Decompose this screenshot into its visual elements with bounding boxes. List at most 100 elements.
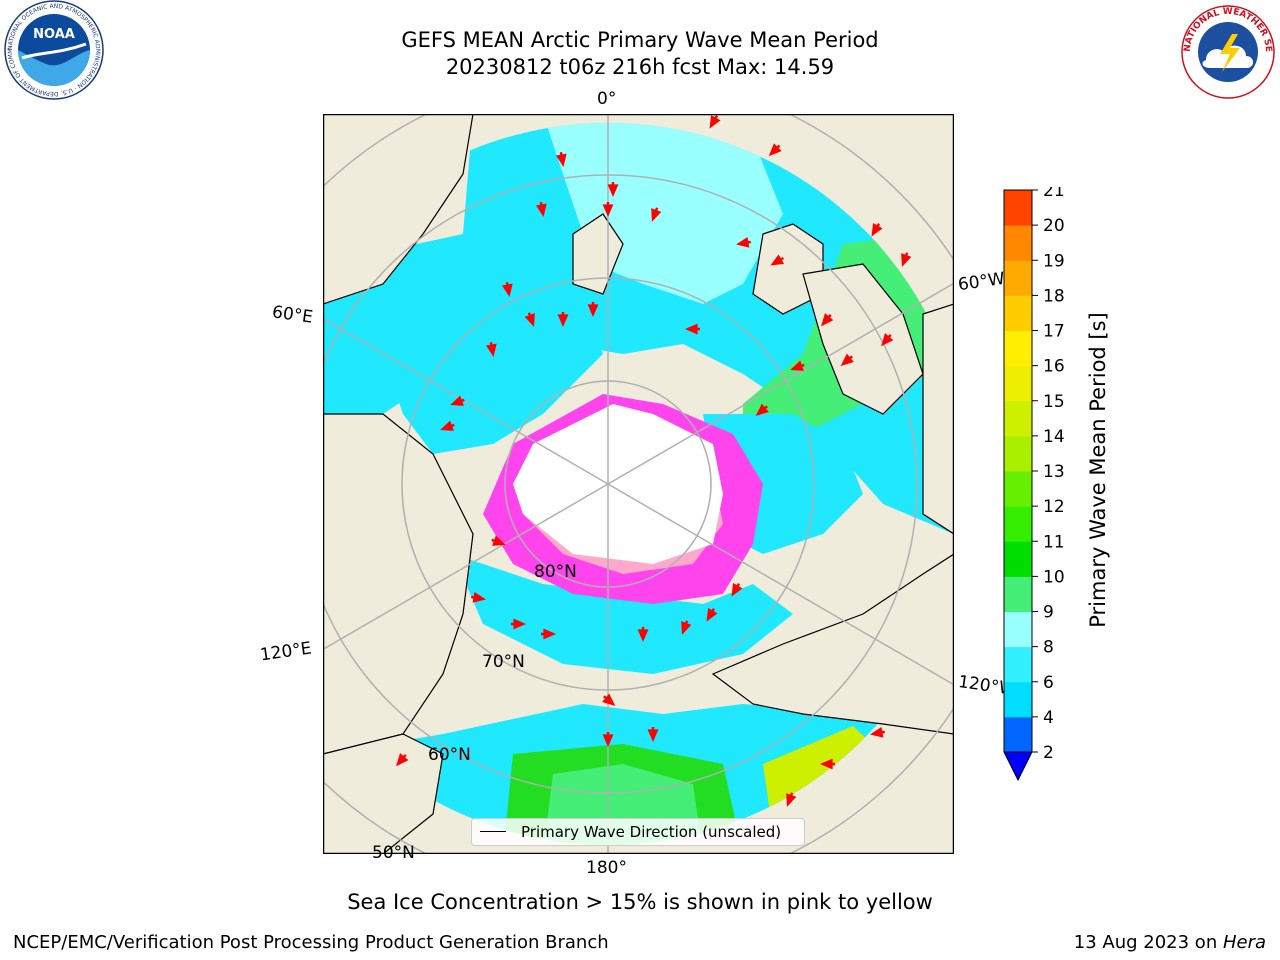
colorbar-band [1004, 365, 1032, 402]
colorbar-band [1004, 541, 1032, 577]
wave-direction-arrow-icon [637, 626, 649, 643]
wave-direction-arrow-icon [535, 201, 547, 218]
meridian-120e [323, 483, 609, 651]
wave-direction-arrow-icon [819, 758, 836, 770]
colorbar-band [1004, 506, 1032, 542]
colorbar: 2 4 6 8 9 10 11 12 13 14 15 16 17 18 19 20 21 [1003, 187, 1065, 782]
wave-direction-arrow-icon [555, 151, 567, 168]
colorbar-band [1004, 646, 1032, 683]
colorbar-under-triangle [1003, 751, 1033, 782]
wave-direction-arrows [396, 114, 912, 807]
wave-direction-arrow-icon [524, 312, 535, 327]
colorbar-tick-label: 15 [1043, 392, 1065, 412]
noaa-logo-icon: NATIONAL OCEANIC AND ATMOSPHERIC ADMINIS… [0, 0, 104, 100]
wave-direction-arrow-icon [901, 252, 912, 267]
footer-credit: NCEP/EMC/Verification Post Processing Pr… [13, 932, 609, 953]
wave-direction-arrow-icon [501, 281, 513, 298]
wave-direction-arrow-icon [540, 628, 557, 640]
wave-direction-arrow-icon [821, 313, 834, 327]
colorbar-band [1004, 190, 1032, 226]
colorbar-tick-label: 14 [1043, 427, 1065, 447]
wave-direction-arrow-icon [684, 323, 701, 335]
lon-label-180: 180° [586, 858, 627, 878]
wave-direction-arrow-icon [651, 207, 662, 222]
colorbar-band [1004, 611, 1032, 648]
wave-direction-arrow-icon [786, 792, 797, 807]
colorbar-tick-label: 10 [1043, 567, 1065, 587]
footer-date-text: 13 Aug 2023 on [1073, 932, 1223, 953]
colorbar-label: Primary Wave Mean Period [s] [1086, 312, 1110, 628]
colorbar-band [1004, 225, 1032, 261]
colorbar-tick-label: 19 [1043, 251, 1065, 271]
colorbar-band [1004, 471, 1032, 507]
colorbar-tick-label: 20 [1043, 216, 1065, 236]
wave-direction-arrow-icon [706, 607, 718, 622]
map-border [323, 114, 954, 854]
colorbar-tick-label: 11 [1043, 532, 1065, 552]
colorbar-tick-label: 12 [1043, 497, 1065, 517]
wave-direction-arrow-icon [647, 726, 659, 743]
wave-direction-arrow-icon [587, 301, 599, 318]
colorbar-tick-label: 6 [1043, 673, 1054, 693]
noaa-wordmark: NOAA [33, 27, 75, 42]
wave-direction-arrow-icon [770, 254, 785, 266]
wave-direction-arrow-icon [709, 114, 721, 129]
wave-direction-arrow-icon [790, 360, 805, 371]
wave-direction-arrow-icon [871, 222, 883, 237]
colorbar-band [1004, 295, 1032, 331]
colorbar-band [1004, 716, 1032, 753]
wave-direction-arrow-icon [602, 731, 614, 748]
arctic-wave-period-map [323, 114, 954, 854]
lon-label-60w: 60°W [956, 268, 1007, 296]
meridian-60w [607, 282, 954, 485]
meridian-120w [607, 483, 954, 686]
wave-direction-arrow-icon [602, 693, 616, 706]
wave-direction-arrow-icon [557, 311, 569, 328]
colorbar-tick-label: 8 [1043, 638, 1054, 658]
legend-line-swatch [480, 831, 506, 832]
lon-label-120e: 120°E [258, 638, 313, 666]
colorbar-band [1004, 435, 1032, 472]
map-title: GEFS MEAN Arctic Primary Wave Mean Perio… [401, 28, 879, 52]
wave-direction-arrow-icon [681, 620, 692, 635]
sea-ice-note: Sea Ice Concentration > 15% is shown in … [347, 890, 933, 914]
colorbar-tick-label: 17 [1043, 322, 1065, 342]
colorbar-tick-label: 16 [1043, 357, 1065, 377]
colorbar-band [1004, 260, 1032, 296]
wave-direction-arrow-icon [450, 395, 465, 406]
colorbar-band [1004, 330, 1032, 367]
wave-direction-arrow-icon [840, 353, 854, 366]
lat-label-80n: 80°N [534, 562, 577, 582]
wave-direction-arrow-icon [510, 618, 527, 630]
colorbar-tick-label: 9 [1043, 603, 1054, 623]
colorbar-tick-label: 18 [1043, 286, 1065, 306]
wave-direction-arrow-icon [607, 181, 619, 198]
wave-direction-arrow-icon [470, 591, 487, 603]
map-legend: Primary Wave Direction (unscaled) [471, 818, 805, 846]
footer-machine: Hera [1222, 932, 1266, 953]
wave-direction-arrow-icon [735, 236, 752, 248]
colorbar-band [1004, 400, 1032, 437]
wave-direction-arrow-icon [731, 582, 743, 597]
wave-direction-arrow-icon [768, 143, 782, 157]
wave-direction-arrow-icon [491, 535, 506, 546]
wave-direction-arrow-icon [881, 333, 894, 347]
lon-label-60e: 60°E [270, 302, 315, 328]
colorbar-tick-label: 2 [1043, 743, 1054, 763]
colorbar-tick-label: 13 [1043, 462, 1065, 482]
lat-label-60n: 60°N [428, 745, 471, 765]
graticule [323, 114, 954, 854]
wave-direction-arrow-icon [396, 753, 409, 767]
legend-label: Primary Wave Direction (unscaled) [521, 823, 782, 841]
footer-date: 13 Aug 2023 on Hera [1074, 932, 1266, 953]
national-weather-service-logo-icon: NATIONAL WEATHER SERVICE [1176, 0, 1275, 99]
lat-label-70n: 70°N [482, 652, 525, 672]
wave-direction-arrow-icon [602, 201, 614, 218]
wave-direction-arrow-icon [440, 420, 455, 431]
wave-direction-arrow-icon [755, 403, 769, 416]
colorbar-tick-label: 4 [1043, 708, 1054, 728]
colorbar-tick-label: 21 [1043, 187, 1065, 201]
lon-label-0: 0° [597, 89, 617, 109]
lat-label-50n: 50°N [372, 843, 415, 863]
map-subtitle-forecast-info: 20230812 t06z 216h fcst Max: 14.59 [445, 55, 835, 79]
